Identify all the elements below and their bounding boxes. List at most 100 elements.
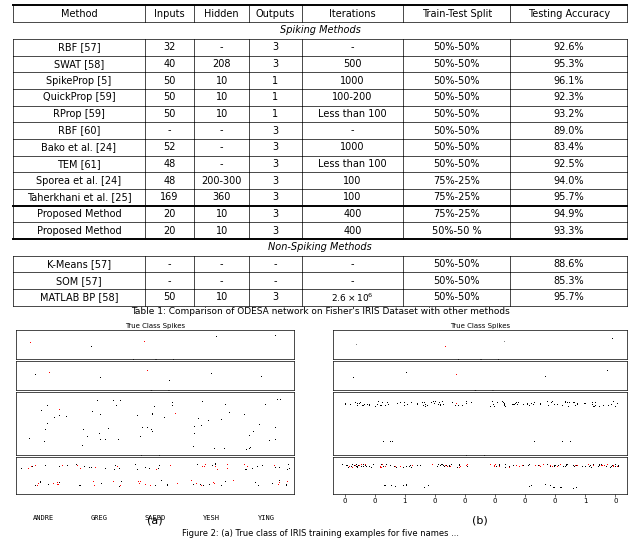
Text: 88.6%: 88.6% xyxy=(554,259,584,269)
Text: 360: 360 xyxy=(212,192,231,203)
Text: -: - xyxy=(220,143,223,152)
Text: Figure 2: (a) True class of IRIS training examples for five names ...: Figure 2: (a) True class of IRIS trainin… xyxy=(182,529,458,538)
Text: 3: 3 xyxy=(273,42,278,52)
Text: 40: 40 xyxy=(163,59,175,69)
Title: First Layer Spikes: First Layer Spikes xyxy=(449,385,511,391)
Text: SWAT [58]: SWAT [58] xyxy=(54,59,104,69)
Text: 10: 10 xyxy=(216,75,228,86)
Text: -: - xyxy=(220,159,223,169)
Text: SpikeProp [5]: SpikeProp [5] xyxy=(46,75,111,86)
Text: 1: 1 xyxy=(273,92,278,102)
Text: 500: 500 xyxy=(343,59,362,69)
Text: -: - xyxy=(168,259,172,269)
Text: 93.3%: 93.3% xyxy=(554,225,584,236)
Text: (a): (a) xyxy=(147,516,163,526)
Text: 3: 3 xyxy=(273,225,278,236)
Text: 95.7%: 95.7% xyxy=(554,293,584,302)
Text: 3: 3 xyxy=(273,293,278,302)
Text: -: - xyxy=(220,276,223,286)
Text: 20: 20 xyxy=(163,209,175,219)
Text: 50: 50 xyxy=(163,92,175,102)
Text: 1: 1 xyxy=(273,109,278,119)
Text: Sporea et al. [24]: Sporea et al. [24] xyxy=(36,176,122,186)
Text: Bako et al. [24]: Bako et al. [24] xyxy=(42,143,116,152)
Text: 95.7%: 95.7% xyxy=(554,192,584,203)
Text: Spiking Methods: Spiking Methods xyxy=(280,26,360,35)
Text: 50%-50%: 50%-50% xyxy=(433,159,480,169)
Title: Input Spikes: Input Spikes xyxy=(134,450,177,456)
Text: 50%-50%: 50%-50% xyxy=(433,126,480,135)
Text: -: - xyxy=(168,276,172,286)
Text: 50%-50%: 50%-50% xyxy=(433,143,480,152)
Text: -: - xyxy=(274,259,277,269)
Text: GREG: GREG xyxy=(91,514,108,520)
Text: RBF [57]: RBF [57] xyxy=(58,42,100,52)
Text: 50%-50%: 50%-50% xyxy=(433,259,480,269)
Text: 52: 52 xyxy=(163,143,176,152)
Text: MATLAB BP [58]: MATLAB BP [58] xyxy=(40,293,118,302)
Text: 48: 48 xyxy=(163,176,175,186)
Text: -: - xyxy=(351,276,354,286)
Text: 1: 1 xyxy=(273,75,278,86)
Text: 50%-50 %: 50%-50 % xyxy=(432,225,481,236)
Text: RProp [59]: RProp [59] xyxy=(53,109,105,119)
Text: YING: YING xyxy=(258,514,275,520)
Text: $2.6 \times 10^6$: $2.6 \times 10^6$ xyxy=(331,291,374,304)
Text: 50: 50 xyxy=(163,75,175,86)
Text: Table 1: Comparison of ODESA network on Fisher's IRIS Dataset with other methods: Table 1: Comparison of ODESA network on … xyxy=(131,307,509,316)
Text: (b): (b) xyxy=(472,516,488,526)
Text: YESH: YESH xyxy=(202,514,220,520)
Text: 100: 100 xyxy=(343,192,362,203)
Text: 400: 400 xyxy=(343,209,362,219)
Text: 10: 10 xyxy=(216,225,228,236)
Text: Testing Accuracy: Testing Accuracy xyxy=(528,9,610,19)
Text: 10: 10 xyxy=(216,92,228,102)
Text: 208: 208 xyxy=(212,59,231,69)
Text: RBF [60]: RBF [60] xyxy=(58,126,100,135)
Text: 94.0%: 94.0% xyxy=(554,176,584,186)
Text: Non-Spiking Methods: Non-Spiking Methods xyxy=(268,242,372,252)
Text: 50%-50%: 50%-50% xyxy=(433,42,480,52)
Text: 169: 169 xyxy=(160,192,179,203)
Text: Less than 100: Less than 100 xyxy=(318,159,387,169)
Text: 3: 3 xyxy=(273,192,278,203)
Text: 400: 400 xyxy=(343,225,362,236)
Text: Iterations: Iterations xyxy=(329,9,376,19)
Text: 20: 20 xyxy=(163,225,175,236)
Text: -: - xyxy=(351,42,354,52)
Text: Hidden: Hidden xyxy=(204,9,239,19)
Text: 92.5%: 92.5% xyxy=(554,159,584,169)
Text: 75%-25%: 75%-25% xyxy=(433,176,480,186)
Title: Input Spikes: Input Spikes xyxy=(459,450,501,456)
Text: 85.3%: 85.3% xyxy=(554,276,584,286)
Title: True Class Spikes: True Class Spikes xyxy=(450,323,510,329)
Title: Output Layer Spikes: Output Layer Spikes xyxy=(120,354,191,360)
Text: 96.1%: 96.1% xyxy=(554,75,584,86)
Text: 94.9%: 94.9% xyxy=(554,209,584,219)
Text: SOM [57]: SOM [57] xyxy=(56,276,102,286)
Text: 83.4%: 83.4% xyxy=(554,143,584,152)
Text: Train-Test Split: Train-Test Split xyxy=(422,9,492,19)
Title: First Layer Spikes: First Layer Spikes xyxy=(125,385,186,391)
Text: -: - xyxy=(274,276,277,286)
Text: 100: 100 xyxy=(343,176,362,186)
Text: 50: 50 xyxy=(163,109,175,119)
Text: 50%-50%: 50%-50% xyxy=(433,276,480,286)
Text: 3: 3 xyxy=(273,126,278,135)
Text: 10: 10 xyxy=(216,209,228,219)
Text: QuickProp [59]: QuickProp [59] xyxy=(42,92,115,102)
Text: SAEED: SAEED xyxy=(145,514,166,520)
Text: 10: 10 xyxy=(216,109,228,119)
Text: 50%-50%: 50%-50% xyxy=(433,59,480,69)
Text: 1000: 1000 xyxy=(340,143,365,152)
Text: 3: 3 xyxy=(273,176,278,186)
Text: Less than 100: Less than 100 xyxy=(318,109,387,119)
Text: 75%-25%: 75%-25% xyxy=(433,209,480,219)
Text: 3: 3 xyxy=(273,143,278,152)
Text: 93.2%: 93.2% xyxy=(554,109,584,119)
Text: 3: 3 xyxy=(273,59,278,69)
Text: 50: 50 xyxy=(163,293,175,302)
Text: 50%-50%: 50%-50% xyxy=(433,293,480,302)
Text: K-Means [57]: K-Means [57] xyxy=(47,259,111,269)
Text: 100-200: 100-200 xyxy=(332,92,372,102)
